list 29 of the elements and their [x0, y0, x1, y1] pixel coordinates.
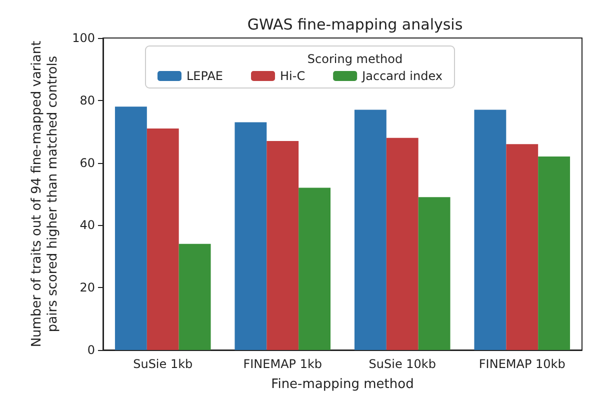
x-tick-label: SuSie 10kb [368, 357, 436, 371]
y-axis-title: Number of traits out of 94 fine-mapped variant pairs scored higher than matched controls [30, 40, 61, 348]
y-tick-label: 100 [72, 31, 95, 45]
x-axis-title: Fine-mapping method [271, 377, 414, 392]
bar [474, 110, 506, 350]
bar [354, 110, 386, 350]
x-tick-label: FINEMAP 10kb [478, 357, 566, 371]
bar [418, 197, 450, 350]
bar [506, 144, 538, 350]
x-tick-label: SuSie 1kb [133, 357, 193, 371]
y-tick-label: 40 [80, 218, 95, 232]
bar [178, 244, 211, 350]
y-tick-label: 20 [80, 280, 95, 295]
bar [386, 138, 418, 350]
y-tick-label: 80 [80, 93, 95, 108]
bar [266, 140, 299, 350]
legend-label: Jaccard index [361, 69, 443, 83]
bar [114, 106, 147, 350]
y-tick-label: 0 [87, 343, 95, 357]
x-tick-label: FINEMAP 1kb [243, 357, 322, 371]
bar [298, 188, 331, 350]
bar [234, 122, 267, 350]
chart-title: GWAS fine-mapping analysis [247, 16, 463, 34]
legend-title: Scoring method [307, 52, 403, 66]
y-tick-label: 60 [80, 156, 95, 170]
bar [538, 156, 570, 350]
legend-label: Hi-C [280, 69, 306, 83]
bar [146, 128, 179, 350]
legend-label: LEPAE [186, 69, 224, 83]
